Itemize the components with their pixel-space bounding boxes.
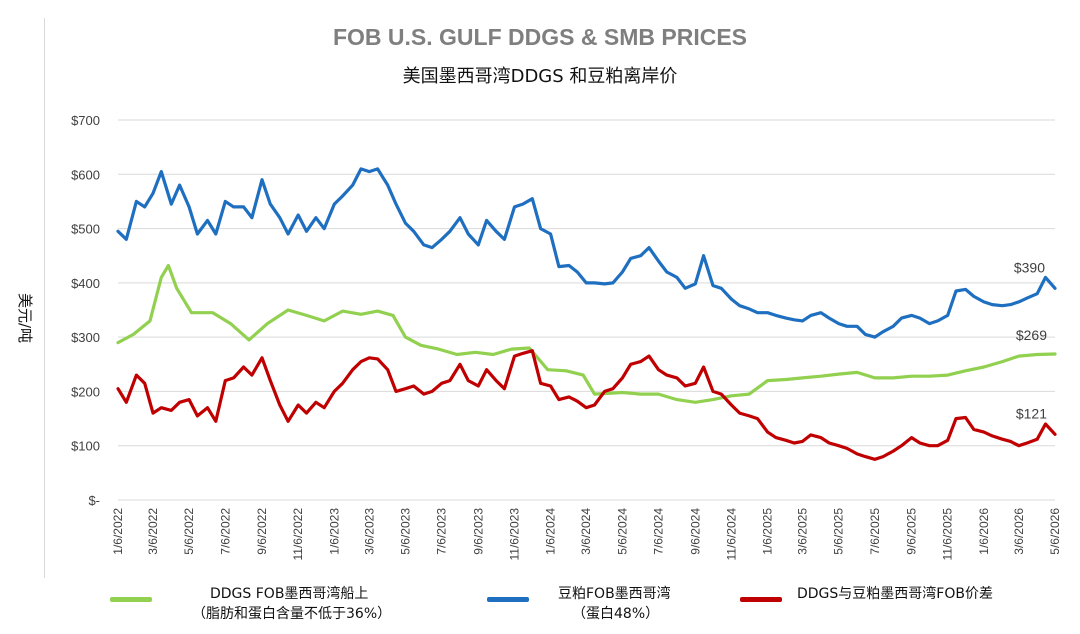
x-tick-label: 7/6/2025: [868, 508, 882, 555]
series-line-2: [116, 349, 1057, 461]
end-label-0: $269: [1016, 327, 1047, 343]
x-tick-label: 1/6/2022: [111, 508, 125, 555]
legend-swatch-ddgs: [110, 597, 152, 602]
x-tick-label: 5/6/2024: [615, 508, 629, 555]
legend-swatch-spread: [740, 597, 782, 602]
gridlines: [118, 119, 1055, 501]
legend-label-spread: DDGS与豆粕墨西哥湾FOB价差: [797, 586, 993, 602]
chart-subtitle: 美国墨西哥湾DDGS 和豆粕离岸价: [402, 66, 678, 87]
y-tick-label: $700: [71, 113, 100, 128]
x-tick-label: 7/6/2023: [435, 508, 449, 555]
series-line-0: [116, 263, 1057, 404]
x-tick-label: 11/6/2022: [291, 508, 305, 561]
y-tick-label: $200: [71, 384, 100, 399]
legend-item-smb: 豆粕FOB墨西哥湾 （蛋白48%）: [558, 584, 671, 624]
legend-item-spread: DDGS与豆粕墨西哥湾FOB价差: [797, 584, 993, 604]
x-tick-label: 11/6/2025: [941, 508, 955, 561]
series-lines: [116, 167, 1057, 461]
y-tick-label: $-: [88, 493, 100, 508]
y-tick-label: $300: [71, 330, 100, 345]
x-tick-label: 7/6/2024: [652, 508, 666, 555]
x-tick-label: 5/6/2025: [832, 508, 846, 555]
x-tick-label: 11/6/2023: [507, 508, 521, 561]
legend-swatch-smb: [487, 597, 529, 602]
y-tick-label: $600: [71, 167, 100, 182]
x-tick-label: 5/6/2026: [1048, 508, 1062, 555]
x-tick-label: 1/6/2023: [327, 508, 341, 555]
x-tick-label: 9/6/2025: [905, 508, 919, 555]
end-label-1: $390: [1014, 259, 1045, 275]
x-tick-label: 5/6/2022: [182, 508, 196, 555]
legend-item-ddgs: DDGS FOB墨西哥湾船上 （脂肪和蛋白含量不低于36%）: [192, 584, 391, 624]
x-tick-label: 9/6/2023: [471, 508, 485, 555]
y-tick-label: $100: [71, 439, 100, 454]
x-tick-label: 7/6/2022: [218, 508, 232, 555]
x-tick-labels: 1/6/2022 3/6/2022 5/6/2022 7/6/2022 9/6/2022…: [111, 508, 1062, 561]
x-tick-label: 1/6/2026: [977, 508, 991, 555]
x-tick-label: 1/6/2024: [544, 508, 558, 555]
chart-title: FOB U.S. GULF DDGS & SMB PRICES: [332, 24, 748, 50]
y-axis-label: 美元/吨: [16, 293, 34, 343]
legend-label-smb-note: （蛋白48%）: [572, 606, 660, 622]
x-tick-label: 3/6/2025: [796, 508, 810, 555]
y-tick-label: $500: [71, 222, 100, 237]
x-tick-label: 3/6/2023: [362, 508, 376, 555]
x-tick-label: 9/6/2024: [688, 508, 702, 555]
end-labels: $269 $390 $121: [1014, 259, 1047, 421]
x-tick-label: 3/6/2022: [146, 508, 160, 555]
end-label-2: $121: [1016, 405, 1047, 421]
legend-label-smb: 豆粕FOB墨西哥湾: [558, 586, 671, 602]
y-tick-labels: $- $100 $200 $300 $400 $500 $600 $700: [71, 113, 100, 508]
x-tick-label: 9/6/2022: [255, 508, 269, 555]
x-tick-label: 5/6/2023: [398, 508, 412, 555]
series-line-1: [116, 167, 1057, 339]
y-tick-label: $400: [71, 276, 100, 291]
x-tick-label: 1/6/2025: [761, 508, 775, 555]
x-tick-label: 11/6/2024: [724, 508, 738, 561]
legend-label-ddgs-note: （脂肪和蛋白含量不低于36%）: [192, 606, 392, 622]
legend-label-ddgs: DDGS FOB墨西哥湾船上: [210, 586, 369, 602]
x-tick-label: 3/6/2026: [1012, 508, 1026, 555]
left-divider: [44, 18, 45, 578]
x-tick-label: 3/6/2024: [579, 508, 593, 555]
